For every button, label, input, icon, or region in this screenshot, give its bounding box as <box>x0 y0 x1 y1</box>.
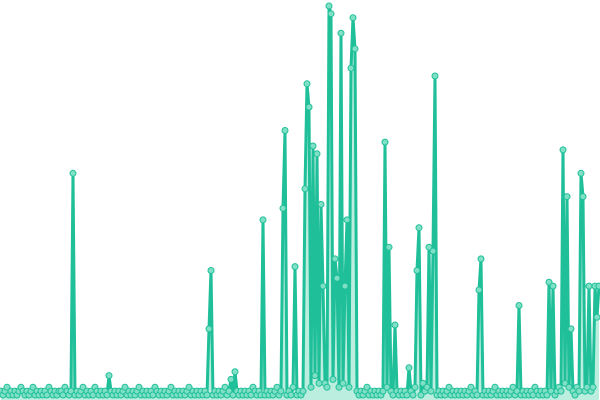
data-point-172 <box>341 282 349 290</box>
data-point-299 <box>595 282 600 290</box>
data-point-216 <box>429 247 437 255</box>
data-point-294 <box>585 282 593 290</box>
data-point-142 <box>281 127 289 134</box>
data-point-194 <box>385 243 393 251</box>
data-point-157 <box>311 372 319 380</box>
data-point-290 <box>577 169 585 177</box>
data-point-54 <box>105 372 113 380</box>
data-point-164 <box>325 2 333 10</box>
data-point-167 <box>331 255 339 263</box>
data-point-155 <box>307 383 315 391</box>
data-point-166 <box>329 375 337 383</box>
data-point-281 <box>559 146 567 154</box>
data-point-152 <box>301 185 309 193</box>
data-point-197 <box>391 321 399 329</box>
data-point-145 <box>287 391 295 399</box>
data-point-154 <box>305 103 313 111</box>
data-point-177 <box>351 45 359 53</box>
data-point-165 <box>327 10 335 18</box>
data-point-163 <box>323 383 331 391</box>
data-point-276 <box>549 282 557 290</box>
data-point-175 <box>347 64 355 72</box>
series-area <box>1 6 599 400</box>
data-point-171 <box>339 379 347 387</box>
data-point-207 <box>411 383 419 391</box>
data-point-208 <box>413 267 421 274</box>
data-point-289 <box>575 387 583 395</box>
data-point-36 <box>69 169 77 177</box>
data-point-174 <box>345 383 353 391</box>
data-point-156 <box>309 142 317 150</box>
data-point-217 <box>431 72 439 80</box>
data-point-285 <box>567 325 575 333</box>
data-point-259 <box>515 302 523 309</box>
data-point-161 <box>319 282 327 290</box>
data-point-239 <box>475 286 483 294</box>
data-point-291 <box>579 193 587 201</box>
data-point-238 <box>473 391 481 399</box>
data-point-147 <box>291 263 299 271</box>
data-point-298 <box>593 313 600 321</box>
data-point-209 <box>415 224 423 232</box>
data-point-215 <box>427 387 435 395</box>
data-point-283 <box>563 193 571 201</box>
data-point-170 <box>337 29 345 37</box>
data-point-141 <box>279 204 287 212</box>
data-point-151 <box>299 387 307 395</box>
data-point-104 <box>205 325 213 333</box>
data-point-159 <box>315 379 323 387</box>
data-point-103 <box>203 391 211 399</box>
data-point-296 <box>589 383 597 391</box>
data-point-153 <box>303 80 311 88</box>
series-line <box>0 4 600 397</box>
data-point-240 <box>477 255 485 263</box>
data-point-131 <box>259 216 267 224</box>
data-point-204 <box>405 364 413 372</box>
data-point-117 <box>231 368 239 376</box>
data-point-168 <box>333 274 341 282</box>
data-point-140 <box>277 387 285 395</box>
data-point-173 <box>343 216 351 224</box>
data-point-146 <box>289 383 297 391</box>
data-point-280 <box>557 387 565 395</box>
data-point-206 <box>409 391 417 399</box>
data-point-160 <box>317 200 325 208</box>
data-point-105 <box>207 267 215 274</box>
data-point-176 <box>349 14 357 22</box>
data-point-158 <box>313 150 321 158</box>
data-point-192 <box>381 138 389 146</box>
data-point-115 <box>227 375 235 383</box>
